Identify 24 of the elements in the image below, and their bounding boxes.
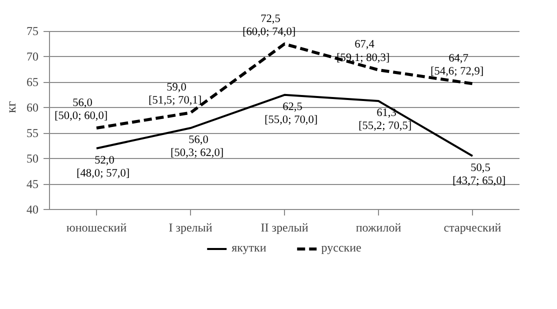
x-tick-label: пожилой bbox=[356, 220, 402, 234]
data-label: 56,0 [50,3; 62,0] bbox=[170, 134, 224, 160]
x-tick-label: I зрелый bbox=[168, 220, 213, 234]
y-tick-label: 40 bbox=[26, 202, 38, 216]
data-label: 62,5 [55,0; 70,0] bbox=[264, 100, 318, 126]
y-tick-label: 70 bbox=[26, 50, 38, 64]
legend-label: русские bbox=[321, 240, 362, 256]
data-label: 56,0 [50,0; 60,0] bbox=[54, 96, 108, 122]
y-tick-label: 60 bbox=[26, 100, 38, 115]
data-label: 72,5 [60,0; 74,0] bbox=[242, 12, 296, 38]
data-label: 59,0 [51,5; 70,1] bbox=[148, 82, 202, 107]
y-tick-label: 45 bbox=[26, 177, 38, 192]
x-tick-label: II зрелый bbox=[260, 220, 309, 234]
data-label: 64,7 [54,6; 72,9] bbox=[430, 52, 484, 78]
y-axis-title: кг bbox=[4, 100, 18, 113]
x-tick-label: юношеский bbox=[66, 220, 128, 234]
y-tick-label: 55 bbox=[26, 126, 38, 140]
y-tick-label: 65 bbox=[26, 75, 38, 90]
legend-label: якутки bbox=[232, 240, 266, 256]
y-tick-label: 75 bbox=[26, 24, 38, 38]
x-tick-label: старческий bbox=[444, 220, 502, 234]
data-label: 50,5 [43,7; 65,0] bbox=[452, 162, 506, 188]
y-tick-label: 50 bbox=[26, 152, 38, 166]
data-label: 52,0 [48,0; 57,0] bbox=[76, 154, 130, 180]
